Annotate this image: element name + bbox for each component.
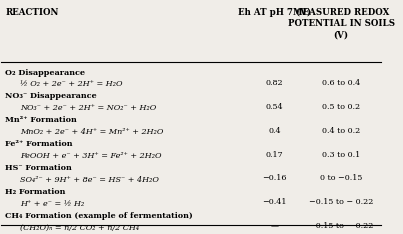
Text: 0.4: 0.4: [268, 127, 281, 135]
Text: 0 to −0.15: 0 to −0.15: [320, 175, 362, 183]
Text: Mn²⁺ Formation: Mn²⁺ Formation: [5, 116, 77, 124]
Text: REACTION: REACTION: [5, 8, 58, 17]
Text: HS⁻ Formation: HS⁻ Formation: [5, 164, 72, 172]
Text: —: —: [271, 222, 278, 230]
Text: 0.54: 0.54: [266, 103, 283, 111]
Text: 0.5 to 0.2: 0.5 to 0.2: [322, 103, 360, 111]
Text: SO₄²⁻ + 9H⁺ + 8e⁻ = HS⁻ + 4H₂O: SO₄²⁻ + 9H⁺ + 8e⁻ = HS⁻ + 4H₂O: [21, 176, 159, 184]
Text: H₂ Formation: H₂ Formation: [5, 188, 66, 196]
Text: −0.16: −0.16: [262, 175, 287, 183]
Text: Eh AT pH 7 (V): Eh AT pH 7 (V): [238, 8, 311, 17]
Text: −0.41: −0.41: [262, 198, 287, 206]
Text: H⁺ + e⁻ = ½ H₂: H⁺ + e⁻ = ½ H₂: [21, 200, 85, 208]
Text: FeOOH + e⁻ + 3H⁺ = Fe²⁺ + 2H₂O: FeOOH + e⁻ + 3H⁺ = Fe²⁺ + 2H₂O: [21, 152, 162, 160]
Text: 0.17: 0.17: [266, 150, 283, 159]
Text: −0.15 to − 0.22: −0.15 to − 0.22: [309, 222, 373, 230]
Text: ½ O₂ + 2e⁻ + 2H⁺ = H₂O: ½ O₂ + 2e⁻ + 2H⁺ = H₂O: [21, 80, 123, 88]
Text: (CH₂O)ₙ = n/2 CO₂ + n/2 CH₄: (CH₂O)ₙ = n/2 CO₂ + n/2 CH₄: [21, 223, 139, 231]
Text: 0.6 to 0.4: 0.6 to 0.4: [322, 79, 360, 87]
Text: −0.15 to − 0.22: −0.15 to − 0.22: [309, 198, 373, 206]
Text: 0.82: 0.82: [266, 79, 283, 87]
Text: Fe²⁺ Formation: Fe²⁺ Formation: [5, 140, 73, 148]
Text: MnO₂ + 2e⁻ + 4H⁺ = Mn²⁺ + 2H₂O: MnO₂ + 2e⁻ + 4H⁺ = Mn²⁺ + 2H₂O: [21, 128, 164, 136]
Text: CH₄ Formation (example of fermentation): CH₄ Formation (example of fermentation): [5, 212, 193, 220]
Text: NO₃⁻ Disappearance: NO₃⁻ Disappearance: [5, 92, 97, 100]
Text: 0.4 to 0.2: 0.4 to 0.2: [322, 127, 360, 135]
Text: 0.3 to 0.1: 0.3 to 0.1: [322, 150, 360, 159]
Text: NO₃⁻ + 2e⁻ + 2H⁺ = NO₂⁻ + H₂O: NO₃⁻ + 2e⁻ + 2H⁺ = NO₂⁻ + H₂O: [21, 104, 157, 112]
Text: MEASURED REDOX
POTENTIAL IN SOILS
(V): MEASURED REDOX POTENTIAL IN SOILS (V): [288, 8, 395, 39]
Text: O₂ Disappearance: O₂ Disappearance: [5, 69, 85, 77]
